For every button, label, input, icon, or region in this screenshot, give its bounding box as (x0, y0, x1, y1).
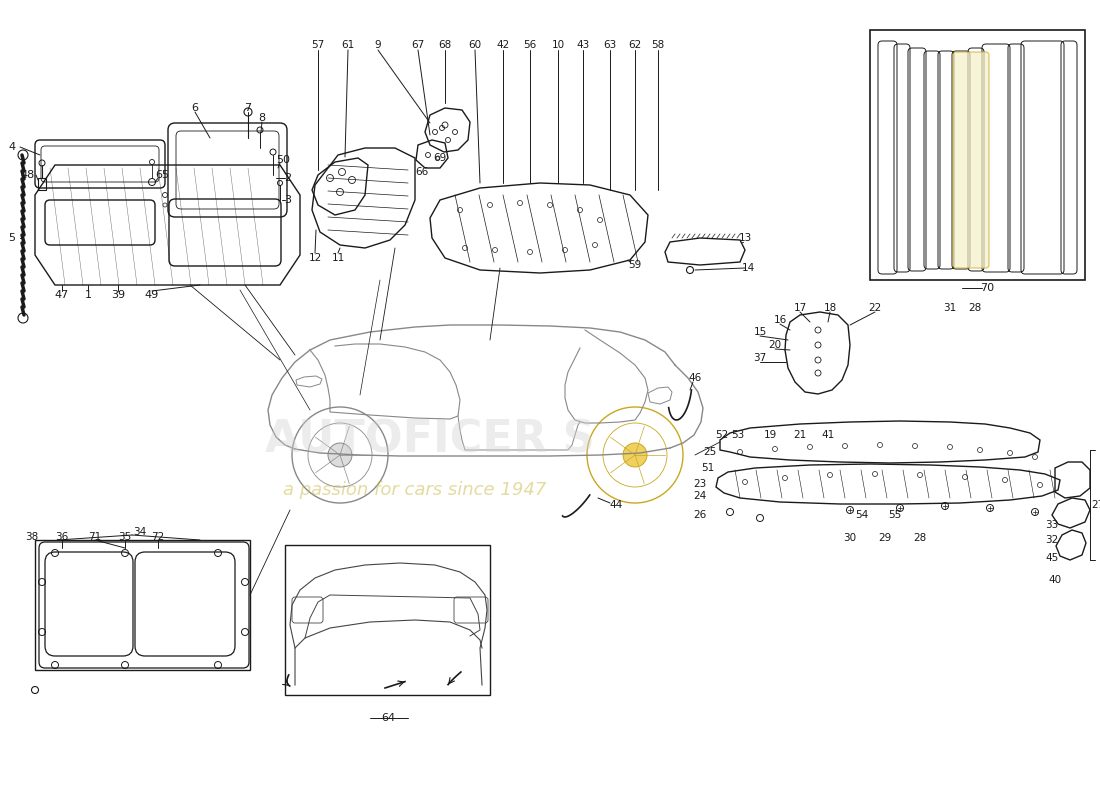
Bar (35, 540, 250, 670)
Text: 44: 44 (609, 500, 623, 510)
Text: 12: 12 (308, 253, 321, 263)
Text: 20: 20 (769, 340, 782, 350)
Bar (39, 178, 46, 190)
Text: 19: 19 (763, 430, 777, 440)
Text: 58: 58 (651, 40, 664, 50)
Text: 37: 37 (754, 353, 767, 363)
Text: 28: 28 (913, 533, 926, 543)
Text: 26: 26 (693, 510, 706, 520)
Text: 63: 63 (604, 40, 617, 50)
Text: 33: 33 (1045, 520, 1058, 530)
Text: 16: 16 (773, 315, 786, 325)
Text: 49: 49 (145, 290, 160, 300)
Bar (870, 30, 1085, 280)
Text: 8: 8 (258, 113, 265, 123)
Text: 72: 72 (152, 532, 165, 542)
Text: 43: 43 (576, 40, 590, 50)
Text: 23: 23 (693, 479, 706, 489)
Text: 4: 4 (9, 142, 15, 152)
Text: 30: 30 (844, 533, 857, 543)
Text: 56: 56 (524, 40, 537, 50)
Text: 35: 35 (119, 532, 132, 542)
Text: 42: 42 (496, 40, 509, 50)
Text: 10: 10 (551, 40, 564, 50)
Text: 39: 39 (111, 290, 125, 300)
Text: 5: 5 (9, 233, 15, 243)
Text: 34: 34 (133, 527, 146, 537)
Text: 27: 27 (1091, 500, 1100, 510)
Text: 52: 52 (715, 430, 728, 440)
Text: 47: 47 (55, 290, 69, 300)
Text: 15: 15 (754, 327, 767, 337)
Text: 11: 11 (331, 253, 344, 263)
Text: 21: 21 (793, 430, 806, 440)
Text: 24: 24 (693, 491, 706, 501)
Text: 59: 59 (628, 260, 641, 270)
Text: 61: 61 (341, 40, 354, 50)
Text: 2: 2 (285, 173, 292, 183)
Circle shape (623, 443, 647, 467)
Text: 46: 46 (689, 373, 702, 383)
Text: 53: 53 (732, 430, 745, 440)
Text: 64: 64 (381, 713, 395, 723)
Text: 25: 25 (703, 447, 716, 457)
Text: 40: 40 (1048, 575, 1062, 585)
Text: 67: 67 (411, 40, 425, 50)
Text: 57: 57 (311, 40, 324, 50)
Text: 7: 7 (244, 103, 252, 113)
Text: 66: 66 (416, 167, 429, 177)
Text: 51: 51 (702, 463, 715, 473)
Text: 14: 14 (741, 263, 755, 273)
Text: 18: 18 (824, 303, 837, 313)
Text: 17: 17 (793, 303, 806, 313)
Text: 48: 48 (21, 170, 35, 180)
Text: 70: 70 (980, 283, 994, 293)
Text: 69: 69 (433, 153, 447, 163)
Text: 71: 71 (88, 532, 101, 542)
Text: 54: 54 (856, 510, 869, 520)
Text: 55: 55 (889, 510, 902, 520)
Text: 45: 45 (1045, 553, 1058, 563)
Text: 29: 29 (879, 533, 892, 543)
Text: 62: 62 (628, 40, 641, 50)
Text: 38: 38 (25, 532, 39, 542)
Text: 3: 3 (285, 195, 292, 205)
Text: a passion for cars since 1947: a passion for cars since 1947 (284, 481, 547, 499)
Bar (285, 545, 490, 695)
Text: 31: 31 (944, 303, 957, 313)
Text: 13: 13 (738, 233, 751, 243)
Text: 60: 60 (469, 40, 482, 50)
Text: 41: 41 (822, 430, 835, 440)
Text: 9: 9 (375, 40, 382, 50)
Text: 68: 68 (439, 40, 452, 50)
Text: 6: 6 (191, 103, 198, 113)
Text: 65: 65 (155, 170, 169, 180)
Text: 22: 22 (868, 303, 881, 313)
Text: 1: 1 (85, 290, 91, 300)
Text: 32: 32 (1045, 535, 1058, 545)
Text: 50: 50 (276, 155, 290, 165)
Text: AUTOFICER S: AUTOFICER S (265, 418, 595, 462)
FancyBboxPatch shape (953, 52, 989, 268)
Text: 28: 28 (968, 303, 981, 313)
Circle shape (328, 443, 352, 467)
Text: 36: 36 (55, 532, 68, 542)
